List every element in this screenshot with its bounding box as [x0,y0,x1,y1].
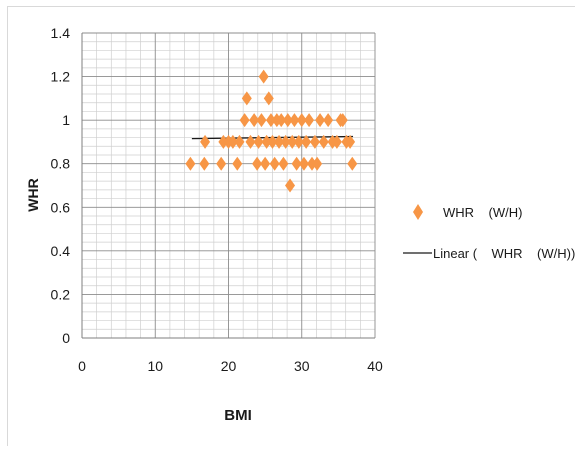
data-point [345,134,356,149]
data-point [318,134,329,149]
legend-label-linear: Linear ( WHR (W/H)) [433,246,575,261]
y-tick-label: 1.4 [51,25,71,41]
data-point [278,156,289,171]
legend-diamond-marker [413,204,423,220]
data-point [241,91,252,106]
y-tick-label: 0.8 [51,156,71,172]
x-axis-label: BMI [224,407,252,424]
data-point [312,156,323,171]
data-point [282,113,293,128]
data-point [239,113,250,128]
data-point [337,113,348,128]
x-tick-label: 10 [147,358,163,374]
y-tick-label: 1.2 [51,69,71,85]
y-tick-label: 0.2 [51,286,71,302]
data-point [218,134,229,149]
data-point [291,156,302,171]
data-point [301,134,312,149]
data-point [227,134,238,149]
x-tick-label: 20 [221,358,237,374]
y-tick-label: 1 [62,112,70,128]
x-tick-label: 0 [78,358,86,374]
data-points [185,69,358,193]
data-point [265,113,276,128]
data-point [245,134,256,149]
data-point [258,69,269,84]
tick-labels: 0 10 20 30 40 0 0.2 0.4 0.6 0.8 1 1.2 1.4 [51,25,383,374]
data-point [267,134,278,149]
data-point [276,113,287,128]
minor-grid [82,33,375,338]
data-point [289,113,300,128]
data-point [200,134,211,149]
data-point [347,156,358,171]
data-point [263,91,274,106]
data-point [307,156,318,171]
data-point [331,134,342,149]
data-point [287,134,298,149]
data-point [269,156,280,171]
legend-label-whr: WHR (W/H) [443,205,522,220]
data-point [309,134,320,149]
data-point [260,156,271,171]
data-point [293,134,304,149]
data-point [315,113,326,128]
data-point [256,113,267,128]
data-point [234,134,245,149]
x-tick-label: 30 [294,358,310,374]
data-point [261,134,272,149]
data-point [252,156,263,171]
data-point [249,113,260,128]
axes [81,33,375,339]
data-point [253,134,264,149]
data-point [323,113,334,128]
data-point [232,156,243,171]
data-point [280,134,291,149]
chart-frame [7,6,575,446]
y-tick-label: 0.6 [51,199,71,215]
data-point [296,113,307,128]
data-point [285,178,296,193]
data-point [185,156,196,171]
y-tick-label: 0 [62,330,70,346]
data-point [298,156,309,171]
legend: WHR (W/H) Linear ( WHR (W/H)) [403,204,575,261]
data-point [274,134,285,149]
data-point [216,156,227,171]
data-point [304,113,315,128]
y-axis-label: WHR [25,178,41,211]
data-point [199,156,210,171]
major-grid [82,32,376,338]
y-tick-label: 0.4 [51,243,71,259]
x-tick-label: 40 [367,358,383,374]
